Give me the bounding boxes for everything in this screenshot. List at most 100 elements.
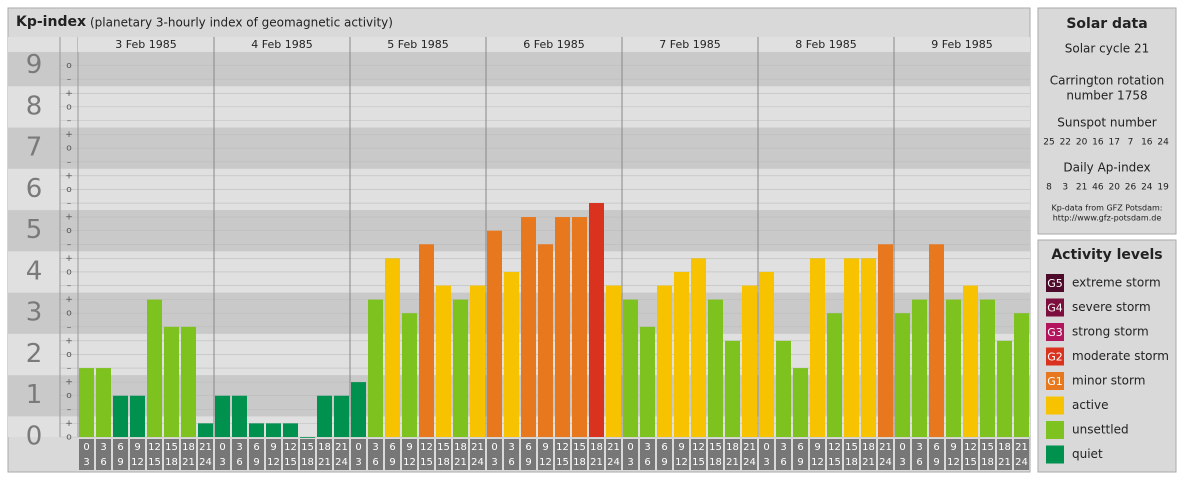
hour-start: 18 — [182, 442, 195, 453]
y-minor-label: – — [67, 240, 72, 250]
hour-box — [946, 439, 961, 470]
carrington: Carrington rotation — [1050, 74, 1164, 88]
hour-end: 18 — [301, 457, 314, 468]
hour-end: 9 — [933, 457, 939, 468]
bar — [572, 217, 587, 437]
y-minor-label: o — [66, 102, 72, 112]
hour-end: 24 — [607, 457, 620, 468]
y-minor-label: – — [67, 322, 72, 332]
hour-box — [419, 439, 434, 470]
day-label: 7 Feb 1985 — [659, 38, 720, 51]
hour-end: 15 — [420, 457, 433, 468]
hour-box — [113, 439, 128, 470]
solar-panel — [1037, 7, 1177, 235]
bar — [606, 285, 621, 437]
bar — [164, 326, 179, 437]
bar — [453, 299, 468, 437]
bar — [980, 299, 995, 437]
hour-start: 12 — [964, 442, 977, 453]
sunspot-value: 22 — [1060, 138, 1071, 148]
bar — [844, 258, 859, 437]
bar — [249, 423, 264, 437]
hour-end: 9 — [661, 457, 667, 468]
level-name: unsettled — [1072, 423, 1129, 437]
hour-end: 15 — [964, 457, 977, 468]
bar — [419, 244, 434, 437]
hour-end: 18 — [981, 457, 994, 468]
bar — [266, 423, 281, 437]
hour-start: 6 — [525, 442, 531, 453]
hour-box — [657, 439, 672, 470]
y-tick-label: 5 — [26, 215, 43, 245]
hour-start: 12 — [148, 442, 161, 453]
hour-start: 12 — [284, 442, 297, 453]
hour-box — [96, 439, 111, 470]
hour-end: 6 — [508, 457, 514, 468]
bar — [198, 423, 213, 437]
hour-start: 9 — [678, 442, 684, 453]
level-swatch — [1046, 421, 1064, 439]
bar — [283, 423, 298, 437]
hour-end: 24 — [1015, 457, 1028, 468]
hour-box — [912, 439, 927, 470]
bar — [861, 258, 876, 437]
hour-box — [130, 439, 145, 470]
hour-start: 6 — [661, 442, 667, 453]
band — [8, 52, 1030, 87]
hour-end: 9 — [117, 457, 123, 468]
y-minor-label: o — [66, 391, 72, 401]
day-label: 3 Feb 1985 — [115, 38, 176, 51]
hour-start: 9 — [950, 442, 956, 453]
hour-start: 9 — [814, 442, 820, 453]
levels-title: Activity levels — [1051, 247, 1162, 263]
hour-box — [453, 439, 468, 470]
day-label: 4 Feb 1985 — [251, 38, 312, 51]
hour-box — [334, 439, 349, 470]
bar — [385, 258, 400, 437]
bar — [674, 271, 689, 437]
hour-box — [997, 439, 1012, 470]
y-tick-label: 3 — [26, 298, 43, 328]
hour-box — [640, 439, 655, 470]
hour-start: 3 — [100, 442, 106, 453]
hour-end: 21 — [182, 457, 195, 468]
ap-title: Daily Ap-index — [1063, 161, 1150, 175]
hour-box — [504, 439, 519, 470]
hour-box — [691, 439, 706, 470]
hour-end: 15 — [148, 457, 161, 468]
hour-end: 3 — [355, 457, 361, 468]
y-tick-label: 8 — [26, 91, 43, 121]
hour-box — [895, 439, 910, 470]
ap-value: 19 — [1157, 183, 1169, 193]
hour-box — [708, 439, 723, 470]
y-minor-label: + — [65, 419, 73, 429]
hour-start: 3 — [372, 442, 378, 453]
hour-start: 0 — [491, 442, 497, 453]
day-label: 8 Feb 1985 — [795, 38, 856, 51]
bar — [113, 395, 128, 437]
hour-start: 21 — [879, 442, 892, 453]
chart-title: Kp-index — [16, 14, 86, 30]
hour-end: 15 — [284, 457, 297, 468]
level-badge: G5 — [1047, 277, 1063, 290]
y-tick-label: 4 — [26, 256, 43, 286]
hour-end: 15 — [828, 457, 841, 468]
day-label: 9 Feb 1985 — [931, 38, 992, 51]
hour-end: 3 — [627, 457, 633, 468]
hour-end: 24 — [335, 457, 348, 468]
hour-end: 3 — [83, 457, 89, 468]
sunspot-value: 24 — [1157, 138, 1169, 148]
level-swatch — [1046, 274, 1064, 292]
bar — [708, 299, 723, 437]
sunspot-value: 16 — [1141, 138, 1153, 148]
hour-box — [572, 439, 587, 470]
y-tick-label: 9 — [26, 50, 43, 80]
ap-value: 20 — [1108, 183, 1120, 193]
day-header — [78, 37, 1030, 52]
bar — [589, 203, 604, 437]
hour-start: 15 — [301, 442, 314, 453]
bar — [810, 258, 825, 437]
hour-start: 0 — [627, 442, 633, 453]
hour-box — [249, 439, 264, 470]
